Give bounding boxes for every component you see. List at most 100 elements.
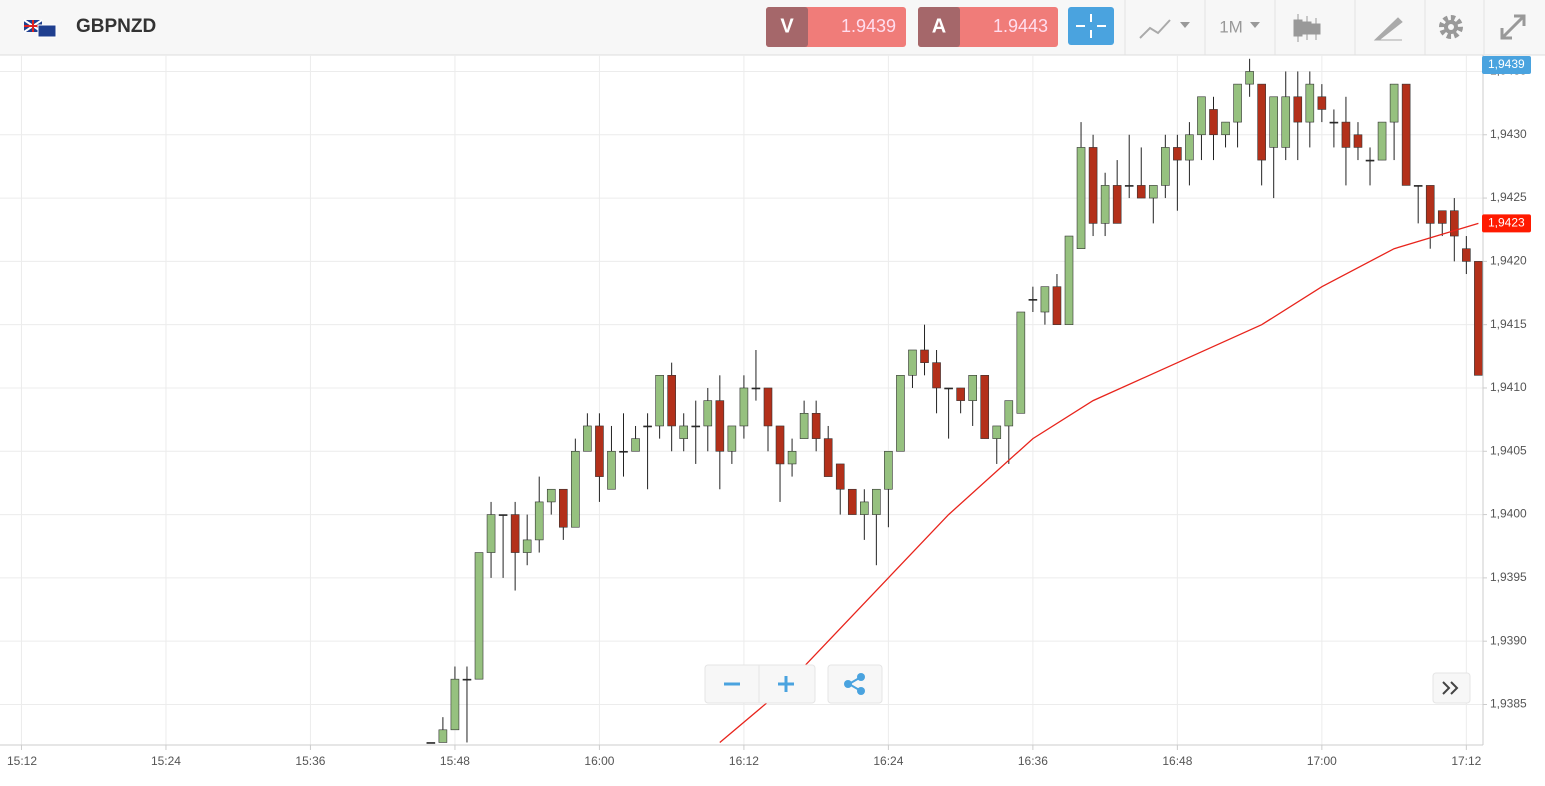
candle-body (920, 349, 929, 363)
candle-body (1004, 400, 1014, 427)
candle-body (956, 387, 965, 401)
candle-body (558, 488, 568, 528)
candle-body (1221, 121, 1230, 136)
candle-body (884, 450, 893, 490)
candle-body (1474, 261, 1483, 376)
candle-body (679, 425, 689, 439)
share-dot (857, 673, 865, 681)
candle-body (1112, 185, 1122, 224)
x-tick-label: 17:00 (1307, 754, 1337, 768)
candle-body (595, 425, 604, 477)
price-label-box (1482, 214, 1531, 233)
candle-body (1161, 147, 1170, 186)
candle-body (438, 729, 448, 743)
candle-body (462, 678, 472, 681)
x-tick-label: 15:24 (151, 754, 181, 768)
settings-icon[interactable] (1439, 15, 1463, 39)
candle-body (1088, 147, 1098, 224)
share-button[interactable] (827, 664, 883, 704)
y-tick-label: 1,9405 (1490, 443, 1527, 457)
candle-body (1281, 96, 1291, 148)
zoom-group (704, 664, 816, 704)
price-label-box (1482, 56, 1531, 74)
candle-body (787, 450, 797, 465)
candle-body (835, 463, 845, 490)
candle-body (860, 501, 869, 515)
candle-body (1076, 147, 1086, 250)
candle-body (1040, 286, 1050, 313)
y-tick-label: 1,9400 (1490, 507, 1527, 521)
candle-body (1389, 83, 1399, 123)
candle-body (583, 425, 592, 452)
candle-body (727, 425, 737, 452)
candle-body (607, 450, 616, 490)
y-tick-label: 1,9425 (1490, 190, 1527, 204)
candle-body (799, 412, 809, 439)
candle-body (1341, 121, 1351, 148)
y-tick-label: 1,9385 (1490, 697, 1527, 711)
candle-body (1173, 147, 1182, 161)
symbol: GBPNZD (76, 16, 156, 37)
x-tick-label: 16:48 (1162, 754, 1192, 768)
candle-body (1353, 134, 1363, 148)
candle-body (1413, 185, 1423, 187)
candle-body (1100, 185, 1110, 224)
candle-body (872, 488, 881, 515)
candle-body (498, 514, 508, 516)
candles-icon[interactable] (1293, 14, 1321, 42)
candle-body (811, 412, 821, 439)
dropdown-caret (1250, 22, 1260, 28)
candle-body (1377, 121, 1387, 161)
candle-body (1197, 96, 1206, 136)
y-tick-label: 1,9410 (1490, 380, 1527, 394)
candle-body (1329, 121, 1339, 124)
candle-body (534, 501, 544, 541)
scroll-end-button[interactable] (1432, 672, 1471, 704)
x-tick-label: 15:48 (440, 754, 470, 768)
share-dot (844, 680, 852, 688)
candle-body (546, 488, 556, 503)
candle-body (715, 400, 725, 452)
candle-body (1064, 235, 1074, 325)
candle-body (1233, 83, 1242, 123)
candle-body (847, 488, 857, 515)
candle-body (739, 387, 749, 427)
candle-body (655, 375, 664, 427)
flag (23, 19, 57, 38)
y-tick-label: 1,9430 (1490, 127, 1527, 141)
x-tick-label: 16:24 (873, 754, 903, 768)
candle-body (1401, 83, 1411, 186)
candle-body (1124, 185, 1134, 187)
candle-body (426, 742, 436, 744)
draw-icon[interactable] (1373, 17, 1403, 41)
candle-body (1185, 134, 1194, 161)
candle-body (1317, 96, 1327, 110)
candle-body (775, 425, 785, 465)
buy-label-box (918, 7, 960, 47)
candle-body (1450, 210, 1459, 237)
y-tick-label: 1,9395 (1490, 570, 1527, 584)
x-tick-label: 15:12 (7, 754, 37, 768)
x-tick-label: 15:36 (295, 754, 325, 768)
zoom-controls (704, 664, 1471, 704)
buy-label: A (932, 15, 946, 37)
timeframe[interactable]: 1M (1219, 17, 1243, 36)
fullscreen-icon[interactable] (1500, 14, 1526, 40)
candle-body (1245, 71, 1254, 85)
y-tick-label: 1,9390 (1490, 633, 1527, 647)
candle-body (968, 375, 977, 401)
buy-price: 1.9443 (993, 16, 1048, 36)
zoom-in[interactable] (778, 676, 794, 692)
candle-body (1365, 159, 1375, 162)
crosshair-button[interactable] (1068, 7, 1114, 45)
candle-body (703, 400, 713, 427)
candle-body (631, 438, 640, 452)
candle-body (643, 425, 652, 428)
sell-label: V (780, 15, 794, 37)
crosshair-icon (1076, 14, 1106, 38)
chart-type-icon[interactable] (1139, 19, 1171, 39)
scroll-end-icon (1442, 681, 1459, 695)
candle-body (1462, 248, 1471, 262)
